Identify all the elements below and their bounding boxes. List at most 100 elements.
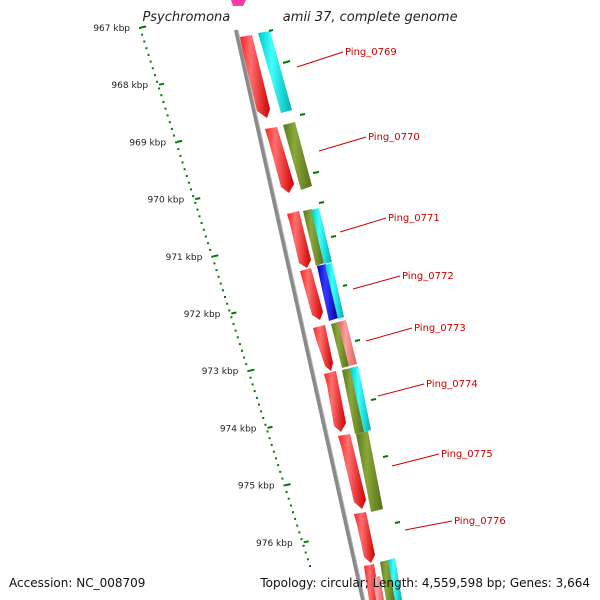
- scale-dot: [275, 457, 277, 460]
- scale-dot: [149, 60, 152, 63]
- scale-dot: [204, 235, 207, 238]
- cog-block-olive-5: [356, 431, 383, 512]
- scale-dot: [221, 289, 224, 292]
- backbone-highlight: [237, 29, 366, 600]
- scale-dot: [202, 228, 205, 231]
- outer-ticks: [268, 29, 401, 524]
- cds-ping-0774[interactable]: [324, 371, 346, 432]
- gene-label[interactable]: Ping_0770: [368, 132, 420, 143]
- cog-block-cyan-5: [388, 558, 402, 600]
- scale-tick-label: 967 kbp: [93, 24, 130, 34]
- scale-dot: [243, 356, 246, 359]
- scale-dot: [185, 175, 188, 177]
- scale-dot: [298, 531, 301, 534]
- cog-block-cyan-3: [325, 263, 344, 319]
- scale-dot: [289, 504, 292, 507]
- top-fragment: [231, 0, 246, 6]
- scale-dot: [255, 396, 258, 399]
- scale-dot: [309, 565, 311, 567]
- scale-major-tick: [213, 254, 219, 258]
- scale-dot: [300, 538, 303, 541]
- scale-dot: [162, 101, 165, 103]
- scale-tick-label: 969 kbp: [129, 138, 166, 148]
- scale-major-tick: [303, 540, 309, 544]
- scale-dot: [270, 443, 273, 446]
- cds-ping-0773[interactable]: [313, 325, 333, 371]
- scale-dot: [219, 282, 222, 285]
- cds-ping-0771[interactable]: [287, 211, 311, 268]
- scale-dot: [249, 376, 252, 379]
- scale-dot: [217, 275, 220, 278]
- cog-block-pink: [338, 320, 357, 366]
- map-title: Psychromonas ingrahamii 37, complete gen…: [142, 10, 458, 25]
- scale-dot: [247, 370, 250, 372]
- scale-dot: [207, 242, 209, 245]
- scale-major-tick: [267, 425, 273, 429]
- scale-dot: [183, 168, 186, 171]
- scale-dot: [266, 430, 269, 433]
- scale-dot: [173, 134, 175, 137]
- scale-dot: [281, 477, 284, 480]
- scale-dot: [143, 40, 146, 43]
- backbone-line: [234, 29, 365, 600]
- accession-text: Accession: NC_008709: [9, 576, 146, 590]
- scale-dot: [253, 390, 256, 393]
- cds-ping-0769[interactable]: [240, 35, 270, 118]
- scale-dot: [177, 148, 180, 151]
- scale-dot: [147, 53, 150, 56]
- cds-ping-0776[interactable]: [354, 512, 375, 563]
- gene-label[interactable]: Ping_0772: [402, 271, 454, 282]
- scale-dot: [306, 558, 309, 561]
- gene-label[interactable]: Ping_0774: [426, 379, 478, 390]
- scale-dot: [170, 127, 173, 130]
- scale-dot: [226, 302, 229, 305]
- scale-dot: [268, 437, 271, 440]
- gene-label[interactable]: Ping_0773: [414, 323, 466, 334]
- scale-dot: [287, 497, 290, 500]
- scale-major-tick: [176, 139, 183, 143]
- gene-leader-line: [318, 136, 367, 152]
- cds-ping-0775[interactable]: [338, 434, 366, 509]
- cog-block-olive-2: [303, 209, 324, 266]
- scale-dot: [224, 296, 226, 298]
- scale-dot: [228, 309, 231, 312]
- gene-label[interactable]: Ping_0776: [454, 516, 506, 527]
- gene-label[interactable]: Ping_0769: [345, 47, 397, 58]
- gene-leader-line: [377, 383, 425, 397]
- scale-dot: [296, 524, 299, 527]
- scale-dot: [158, 87, 161, 90]
- scale-tick-label: 972 kbp: [184, 310, 221, 320]
- scale-major-tick: [195, 197, 201, 201]
- scale-major-tick: [231, 311, 237, 315]
- cds-ping-0772[interactable]: [300, 268, 323, 320]
- scale-dot: [236, 336, 239, 339]
- scale-dot: [251, 383, 254, 386]
- scale-dot: [160, 94, 163, 97]
- scale-dot: [230, 316, 233, 319]
- scale-dot: [187, 181, 190, 184]
- cog-block-cyan-2: [311, 208, 332, 264]
- scale-major-tick: [285, 483, 291, 487]
- gene-leader-line: [365, 327, 413, 342]
- scale-dotted-line: [139, 27, 311, 567]
- cog-block-olive-3: [331, 322, 349, 368]
- scale-dot: [164, 107, 167, 110]
- cds-ping-0770[interactable]: [265, 127, 294, 193]
- scale-dot: [175, 141, 178, 144]
- scale-dot: [304, 551, 307, 554]
- gene-leader-line: [404, 520, 453, 531]
- gene-label[interactable]: Ping_0771: [388, 213, 440, 224]
- cog-block-olive-6: [380, 560, 395, 600]
- scale-dot: [215, 269, 218, 272]
- scale-dot: [145, 47, 148, 50]
- scale-dot: [211, 255, 214, 258]
- scale-dot: [151, 67, 154, 70]
- scale-dot: [181, 161, 184, 164]
- scale-dot: [153, 74, 156, 77]
- scale-dot: [166, 114, 169, 117]
- scale-tick-label: 975 kbp: [238, 482, 275, 492]
- scale-major-tick: [158, 82, 165, 86]
- scale-dot: [245, 363, 248, 366]
- gene-label[interactable]: Ping_0775: [441, 449, 493, 460]
- cog-track: [258, 31, 402, 600]
